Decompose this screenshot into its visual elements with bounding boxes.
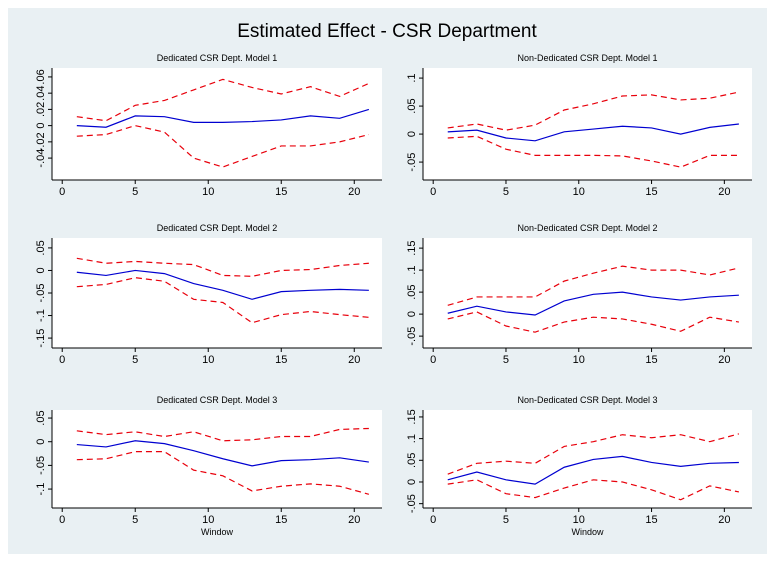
- y-tick-label: .05: [406, 98, 418, 113]
- x-tick-label: 20: [718, 354, 730, 366]
- y-tick-label: .04: [35, 86, 47, 101]
- plot-area: [52, 68, 382, 180]
- y-tick-label: -.04: [35, 149, 47, 168]
- y-tick-label: .05: [35, 410, 47, 425]
- x-tick-label: 20: [348, 186, 360, 198]
- y-tick-label: 0: [35, 439, 47, 445]
- x-tick-label: 15: [275, 186, 287, 198]
- x-tick-label: 5: [503, 186, 509, 198]
- y-tick-label: -.02: [35, 132, 47, 151]
- series-line: [447, 291, 739, 316]
- x-tick-label: 20: [348, 514, 360, 526]
- x-tick-label: 20: [348, 354, 360, 366]
- series-line: [447, 265, 740, 306]
- y-tick-label: -.05: [406, 153, 418, 172]
- series-line: [447, 311, 739, 333]
- x-tick-label: 5: [132, 514, 138, 526]
- y-tick-label: -.05: [406, 327, 418, 346]
- y-tick-label: .06: [35, 69, 47, 84]
- x-tick-label: 10: [202, 514, 214, 526]
- x-tick-label: 15: [275, 514, 287, 526]
- y-tick-label: 0: [406, 311, 418, 317]
- panel-title: Dedicated CSR Dept. Model 3: [157, 395, 278, 405]
- y-tick-label: .05: [406, 453, 418, 468]
- x-tick-label: 0: [430, 186, 436, 198]
- series-line: [447, 123, 739, 142]
- series-line: [76, 78, 370, 122]
- x-axis-label: Window: [571, 527, 604, 537]
- y-tick-label: 0: [406, 479, 418, 485]
- y-tick-label: .15: [406, 240, 418, 255]
- x-tick-label: 10: [573, 354, 585, 366]
- x-tick-label: 15: [275, 354, 287, 366]
- y-tick-label: .15: [406, 409, 418, 424]
- plot-area: [423, 68, 752, 180]
- x-axis-label: Window: [201, 527, 234, 537]
- y-tick-label: -.1: [35, 309, 47, 322]
- y-tick-label: .02: [35, 102, 47, 117]
- series-line: [447, 455, 739, 485]
- y-tick-label: 0: [406, 131, 418, 137]
- y-tick-label: -.1: [35, 483, 47, 496]
- x-tick-label: 10: [202, 186, 214, 198]
- y-tick-label: .1: [406, 266, 418, 275]
- x-tick-label: 0: [59, 514, 65, 526]
- y-tick-label: .05: [406, 284, 418, 299]
- series-line: [76, 277, 369, 324]
- x-tick-label: 15: [645, 186, 657, 198]
- x-tick-label: 20: [718, 514, 730, 526]
- plot-area: [423, 238, 752, 348]
- series-line: [76, 269, 369, 300]
- panel-title: Non-Dedicated CSR Dept. Model 1: [517, 53, 657, 63]
- y-tick-label: .1: [406, 73, 418, 82]
- panel-title: Non-Dedicated CSR Dept. Model 3: [517, 395, 657, 405]
- x-tick-label: 10: [573, 514, 585, 526]
- x-tick-label: 15: [645, 354, 657, 366]
- x-tick-label: 0: [430, 354, 436, 366]
- x-tick-label: 5: [132, 186, 138, 198]
- y-tick-label: -.15: [35, 329, 47, 348]
- x-tick-label: 20: [718, 186, 730, 198]
- y-tick-label: .05: [35, 240, 47, 255]
- x-tick-label: 0: [59, 354, 65, 366]
- series-line: [447, 91, 740, 131]
- series-line: [76, 108, 370, 128]
- series-line: [447, 479, 740, 501]
- plot-area: [423, 410, 752, 508]
- panel-title: Dedicated CSR Dept. Model 1: [157, 53, 278, 63]
- y-tick-label: -.05: [35, 284, 47, 303]
- x-tick-label: 10: [573, 186, 585, 198]
- series-line: [447, 433, 740, 475]
- series-line: [76, 440, 369, 467]
- x-tick-label: 5: [503, 514, 509, 526]
- x-tick-label: 0: [430, 514, 436, 526]
- series-line: [76, 125, 370, 168]
- y-tick-label: -.05: [406, 494, 418, 513]
- chart-title: Estimated Effect - CSR Department: [237, 21, 537, 42]
- panel-title: Dedicated CSR Dept. Model 2: [157, 223, 278, 233]
- plot-area: [52, 238, 382, 348]
- y-tick-label: 0: [35, 267, 47, 273]
- x-tick-label: 0: [59, 186, 65, 198]
- series-line: [447, 135, 739, 168]
- x-tick-label: 15: [645, 514, 657, 526]
- series-line: [76, 451, 370, 495]
- y-tick-label: 0: [35, 123, 47, 129]
- x-tick-label: 5: [503, 354, 509, 366]
- x-tick-label: 5: [132, 354, 138, 366]
- x-tick-label: 10: [202, 354, 214, 366]
- panel-title: Non-Dedicated CSR Dept. Model 2: [517, 223, 657, 233]
- y-tick-label: -.05: [35, 456, 47, 475]
- y-tick-label: .1: [406, 434, 418, 443]
